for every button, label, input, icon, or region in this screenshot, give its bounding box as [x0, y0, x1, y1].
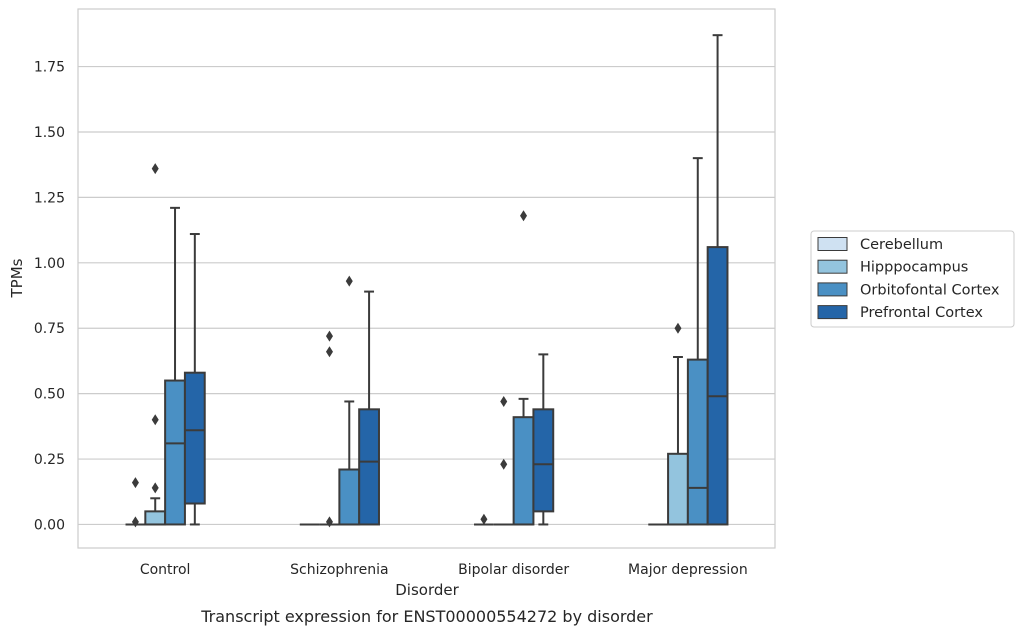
- box-group: [338, 275, 361, 526]
- y-tick-label: 0.75: [34, 321, 65, 337]
- legend-label: Prefrontal Cortex: [860, 305, 983, 321]
- x-tick-label: Bipolar disorder: [458, 562, 569, 578]
- outlier-point: [325, 516, 333, 528]
- y-tick-label: 1.00: [34, 256, 65, 272]
- y-tick-label: 1.50: [34, 125, 65, 141]
- y-tick-label: 0.25: [34, 452, 65, 468]
- outlier-point: [131, 516, 139, 528]
- legend-swatch: [817, 282, 848, 297]
- boxes: [125, 34, 729, 528]
- box: [686, 358, 709, 526]
- outlier-point: [500, 395, 508, 407]
- box: [512, 416, 535, 526]
- box-group: [474, 513, 494, 526]
- outlier-point: [151, 482, 159, 494]
- outlier-point: [345, 275, 353, 287]
- legend-label: Hipppocampus: [860, 260, 968, 276]
- x-tick-label: Schizophrenia: [290, 562, 388, 578]
- outlier-point: [325, 346, 333, 358]
- outlier-point: [151, 163, 159, 175]
- x-tick-label: Major depression: [628, 562, 748, 578]
- box: [164, 379, 186, 526]
- y-axis-title: TPMs: [8, 258, 26, 298]
- box-group: [532, 353, 555, 526]
- legend-swatch: [817, 259, 848, 274]
- box: [144, 510, 167, 526]
- legend: Cerebellum Hipppocampus Orbitofontal Corte…: [810, 230, 1015, 328]
- outlier-point: [674, 322, 682, 334]
- x-axis-ticks: Control Schizophrenia Bipolar disorder Majo…: [140, 562, 748, 578]
- outlier-point: [325, 330, 333, 342]
- box-group: [125, 477, 146, 528]
- legend-frame: [810, 230, 1015, 328]
- outlier-point: [500, 458, 508, 470]
- box: [358, 408, 380, 526]
- box-group: [319, 330, 340, 528]
- legend-label: Cerebellum: [860, 237, 943, 253]
- x-axis-title: Disorder: [395, 581, 459, 599]
- box-group: [493, 395, 514, 526]
- outlier-point: [520, 210, 528, 222]
- box-group: [686, 157, 709, 526]
- x-tick-label: Control: [140, 562, 191, 578]
- box-group: [144, 163, 167, 526]
- box: [183, 371, 206, 505]
- box: [338, 468, 361, 526]
- chart-caption: Transcript expression for ENST0000055427…: [200, 607, 653, 626]
- legend-swatch: [817, 305, 848, 320]
- legend-swatch: [817, 237, 848, 251]
- y-tick-label: 0.00: [34, 517, 65, 533]
- outlier-point: [151, 414, 159, 426]
- outlier-point: [480, 513, 488, 525]
- outlier-point: [131, 477, 139, 489]
- box-group: [706, 34, 729, 526]
- legend-label: Orbitofontal Cortex: [860, 282, 1000, 298]
- y-axis-ticks: 0.00 0.25 0.50 0.75 1.00 1.25 1.50 1.75: [34, 60, 65, 534]
- box: [532, 408, 555, 513]
- box-group: [183, 233, 206, 526]
- y-tick-label: 0.50: [34, 387, 65, 403]
- y-tick-label: 1.25: [34, 190, 65, 206]
- box: [667, 452, 689, 526]
- box: [706, 246, 729, 526]
- plot-frame: [77, 8, 776, 549]
- y-tick-label: 1.75: [34, 60, 65, 76]
- box-group: [358, 290, 380, 526]
